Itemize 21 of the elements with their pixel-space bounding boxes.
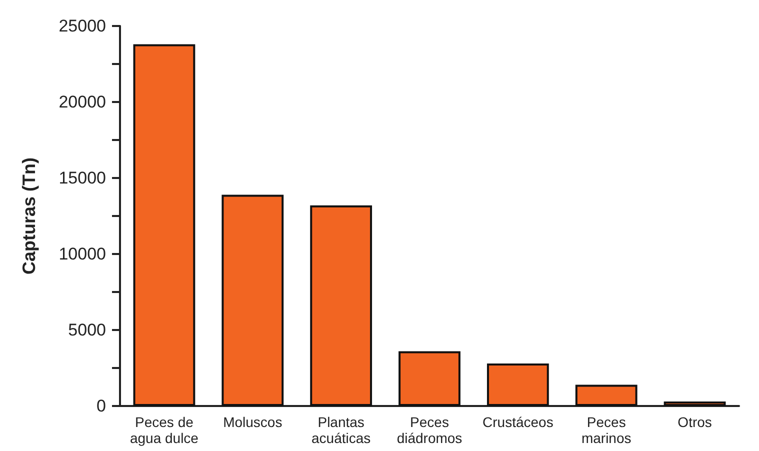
x-tick-label: Peces diádromos [396, 414, 462, 446]
bar [486, 363, 549, 406]
bar [133, 44, 196, 406]
x-tick-label: Moluscos [223, 414, 282, 430]
y-tick-label: 0 [96, 396, 106, 416]
x-tick-label: Plantas acuáticas [311, 414, 371, 446]
y-tick-label: 15000 [58, 168, 106, 188]
y-axis-title: Capturas (Tn) [19, 157, 39, 274]
y-tick-label: 20000 [58, 92, 106, 112]
bar [575, 384, 638, 406]
bar [664, 401, 726, 406]
y-tick-label: 10000 [58, 244, 106, 264]
x-tick-label: Peces de agua dulce [130, 414, 199, 446]
x-tick-label: Crustáceos [482, 414, 554, 430]
y-tick-label: 25000 [58, 16, 106, 36]
bar [222, 194, 284, 406]
x-tick-label: Otros [678, 414, 712, 430]
x-tick-label: Peces marinos [581, 414, 632, 446]
y-tick-label: 5000 [68, 320, 106, 340]
bar [310, 205, 372, 406]
bar [398, 351, 460, 406]
